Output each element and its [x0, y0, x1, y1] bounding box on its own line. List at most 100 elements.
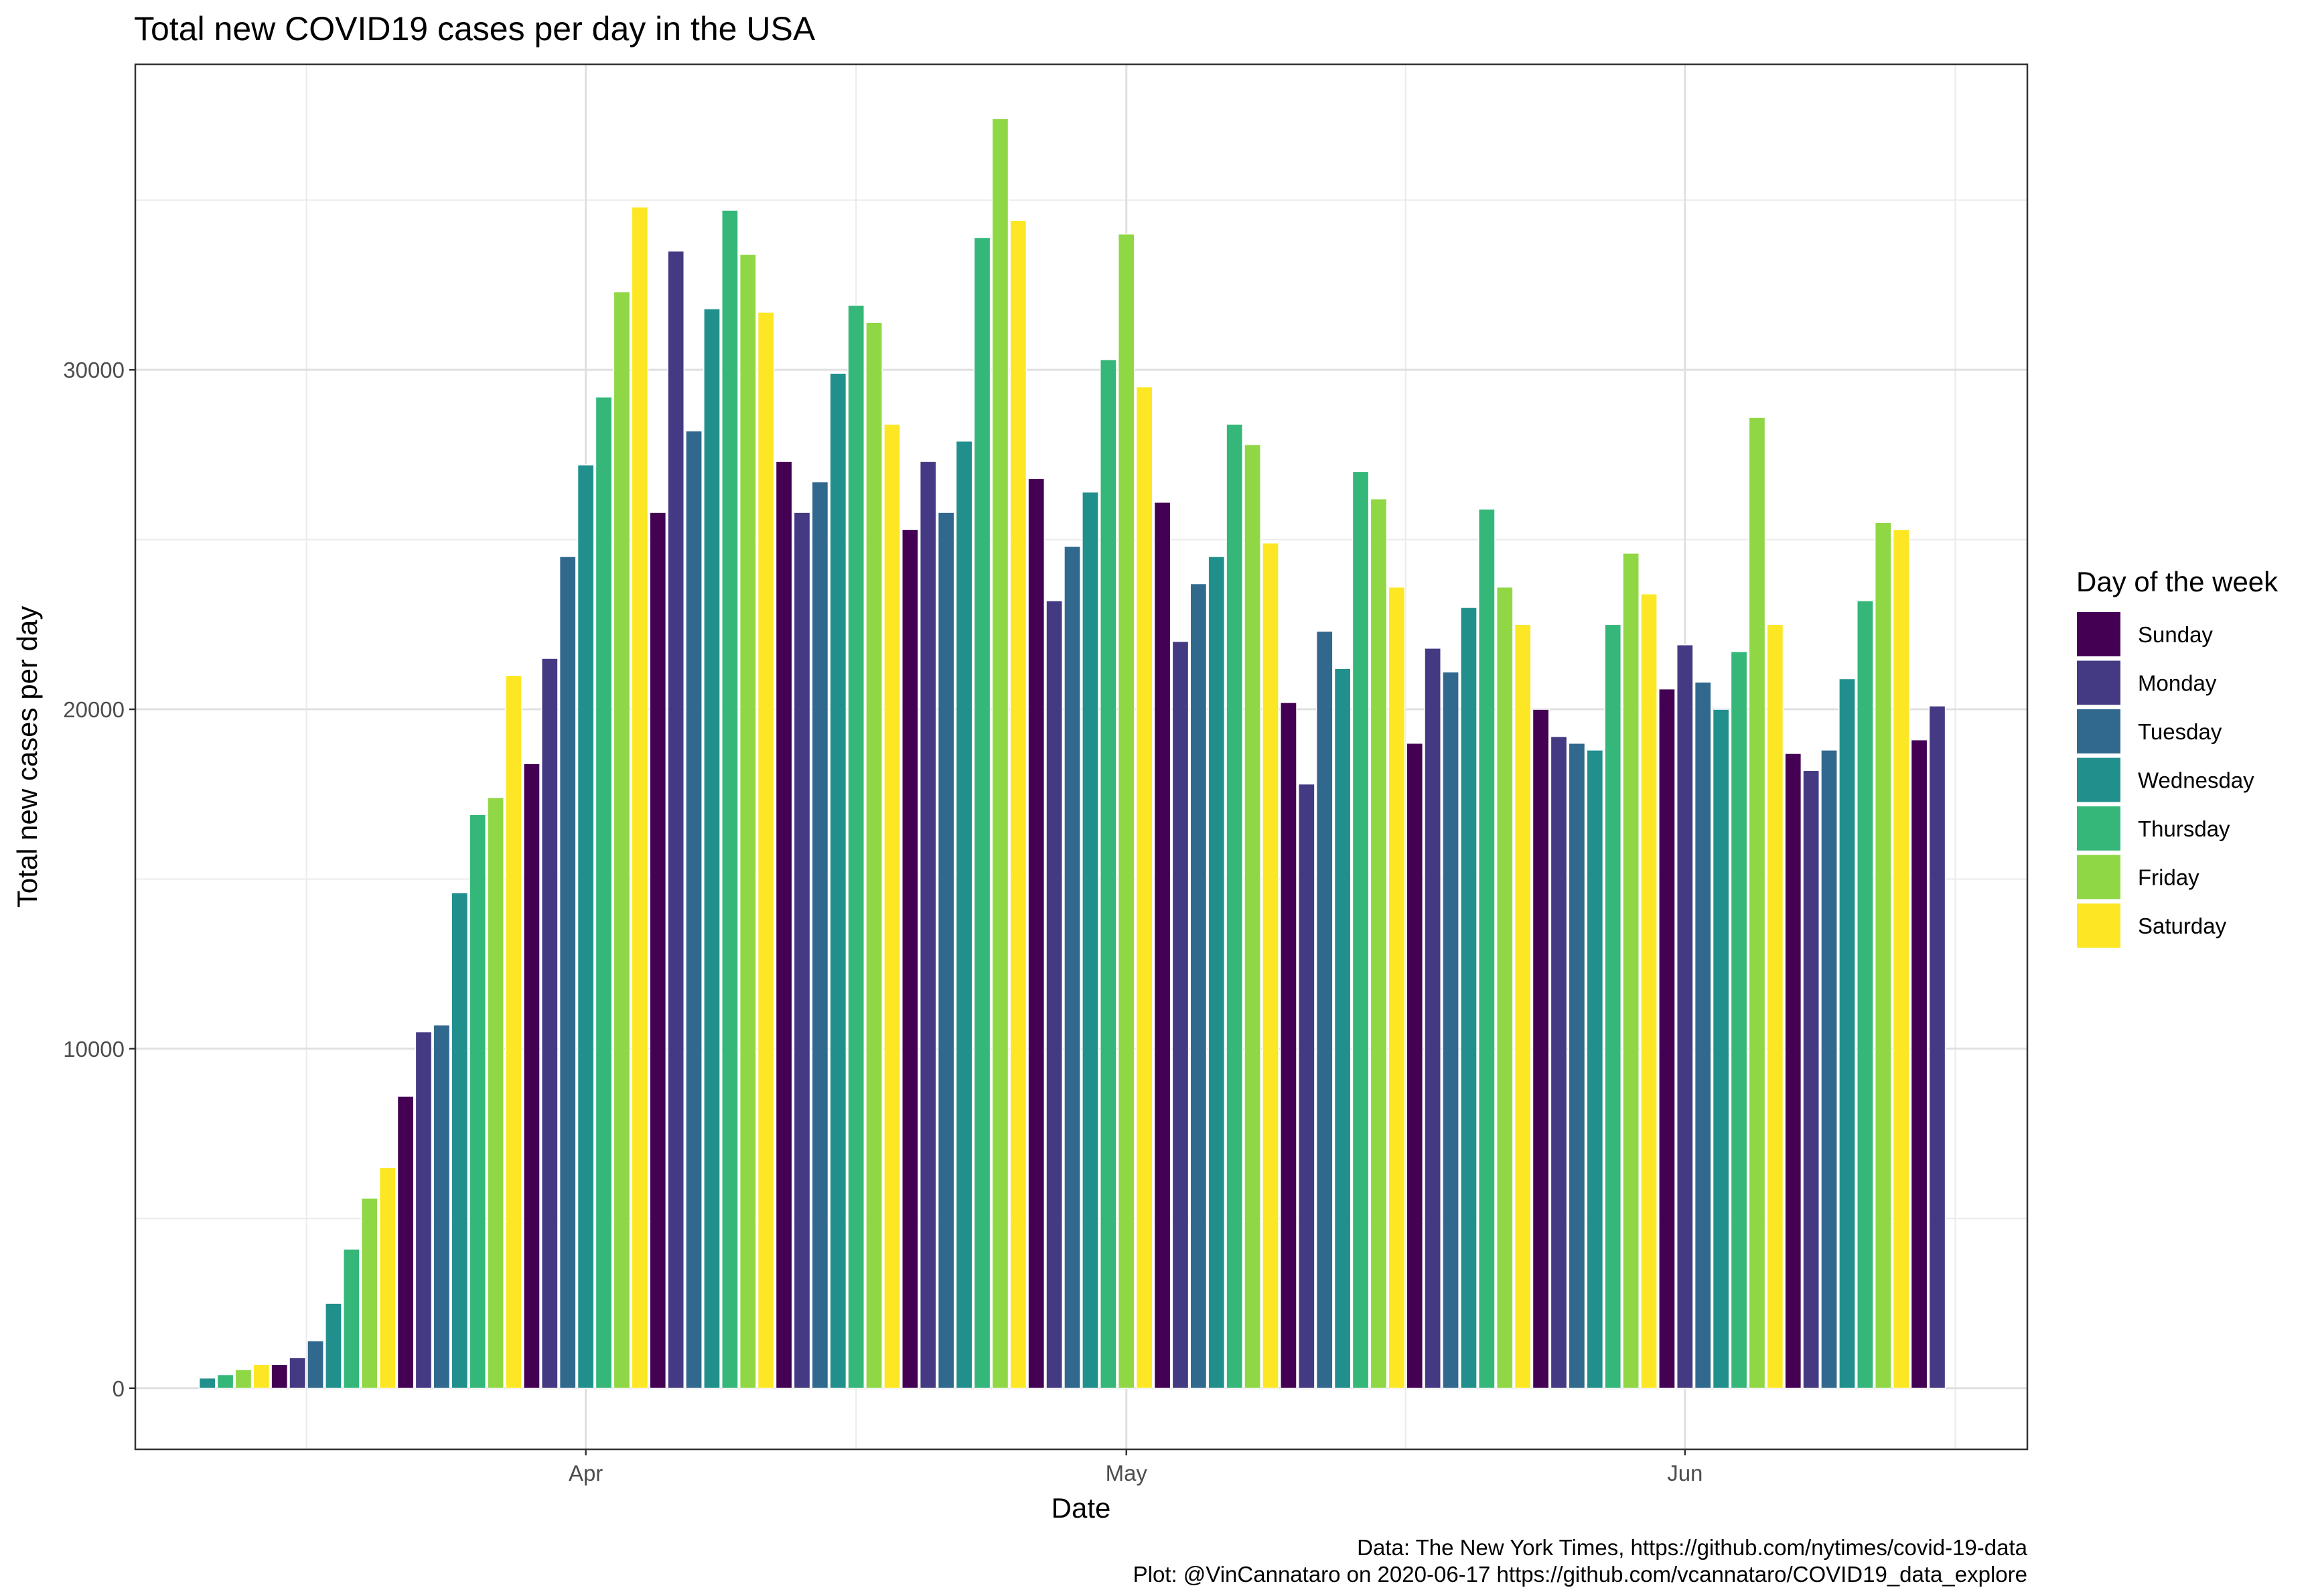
bar [811, 481, 829, 1389]
bar [757, 311, 775, 1389]
legend-label: Wednesday [2138, 768, 2254, 793]
bar [559, 556, 577, 1389]
legend-swatch [2076, 853, 2122, 901]
bar [991, 118, 1009, 1389]
legend-label: Monday [2138, 671, 2217, 696]
bar [631, 206, 649, 1389]
bar [973, 236, 991, 1389]
bar [667, 250, 684, 1389]
legend-label: Saturday [2138, 914, 2227, 938]
bar [919, 461, 937, 1389]
x-tick-label: Jun [1667, 1461, 1703, 1485]
bar [1820, 749, 1838, 1389]
bar [1857, 600, 1874, 1389]
legend-title: Day of the week [2076, 566, 2278, 597]
bar [739, 254, 757, 1389]
bar [433, 1024, 451, 1389]
bar [1082, 491, 1099, 1389]
bar [1658, 688, 1676, 1389]
bar [1171, 640, 1189, 1389]
bar [577, 464, 595, 1389]
bar [1406, 742, 1424, 1389]
bar [1280, 702, 1297, 1389]
bar [1550, 735, 1568, 1389]
bar [649, 512, 667, 1389]
legend-swatch [2076, 659, 2122, 707]
bar [1333, 668, 1352, 1389]
bar [955, 440, 973, 1389]
bar [1297, 783, 1315, 1389]
bar [703, 308, 721, 1389]
bar [1784, 753, 1802, 1389]
bar [1153, 502, 1171, 1389]
bar [1100, 359, 1117, 1389]
bar [289, 1357, 306, 1389]
bar [1748, 417, 1766, 1389]
bar [865, 321, 883, 1389]
bar [378, 1167, 396, 1389]
bar [883, 423, 901, 1389]
bar [415, 1031, 433, 1389]
bar [1424, 648, 1441, 1389]
bar [252, 1364, 271, 1389]
bar [1730, 651, 1748, 1389]
bar [523, 763, 540, 1389]
x-tick-label: May [1106, 1461, 1148, 1485]
bar [1388, 586, 1406, 1389]
bar [396, 1096, 415, 1389]
caption-data-source: Data: The New York Times, https://github… [1357, 1535, 2028, 1560]
chart-title: Total new COVID19 cases per day in the U… [134, 10, 816, 48]
caption-plot-credit: Plot: @VinCannataro on 2020-06-17 https:… [1133, 1562, 2027, 1587]
bar [1892, 528, 1910, 1389]
bar [613, 291, 631, 1389]
legend-swatch [2076, 805, 2122, 852]
bar [685, 430, 703, 1389]
bar [1117, 233, 1135, 1389]
bar [1208, 556, 1226, 1389]
bar [847, 305, 865, 1389]
legend-swatch [2076, 756, 2122, 804]
legend-swatch [2076, 708, 2122, 755]
y-tick-label: 20000 [63, 697, 125, 722]
bar [1027, 478, 1045, 1389]
legend-label: Friday [2138, 865, 2199, 890]
bar [1244, 443, 1261, 1389]
legend-swatch [2076, 902, 2122, 949]
bar [1496, 586, 1514, 1389]
bar [595, 396, 613, 1389]
y-axis: 0 10000 20000 30000 [63, 358, 135, 1401]
bar [1604, 624, 1622, 1389]
bar [1370, 498, 1388, 1389]
y-tick-label: 0 [113, 1376, 125, 1401]
bar [1532, 709, 1550, 1389]
bar [1838, 678, 1856, 1389]
bar [216, 1374, 234, 1389]
bar [1928, 705, 1946, 1389]
bar [1640, 593, 1658, 1389]
bar [1694, 681, 1712, 1389]
bar [1586, 749, 1604, 1389]
x-axis-label: Date [1052, 1492, 1111, 1524]
bar [1910, 739, 1928, 1389]
y-tick-label: 10000 [63, 1037, 125, 1062]
bar [307, 1340, 324, 1389]
panel-border [134, 63, 2029, 1451]
bar [937, 512, 955, 1389]
bar [451, 891, 469, 1389]
bar [1226, 423, 1244, 1389]
x-tick-label: Apr [569, 1461, 603, 1485]
bar [1045, 600, 1064, 1389]
bar [1262, 542, 1279, 1389]
bar [1712, 709, 1730, 1389]
y-axis-label: Total new cases per day [11, 606, 43, 908]
bar [469, 814, 487, 1389]
y-tick-label: 30000 [63, 358, 125, 382]
bar [234, 1369, 252, 1389]
bar [901, 528, 919, 1389]
plot-panel [134, 63, 2029, 1451]
bar [271, 1364, 289, 1389]
bar [1315, 630, 1333, 1389]
bar [1802, 770, 1820, 1389]
bar [1874, 522, 1892, 1389]
